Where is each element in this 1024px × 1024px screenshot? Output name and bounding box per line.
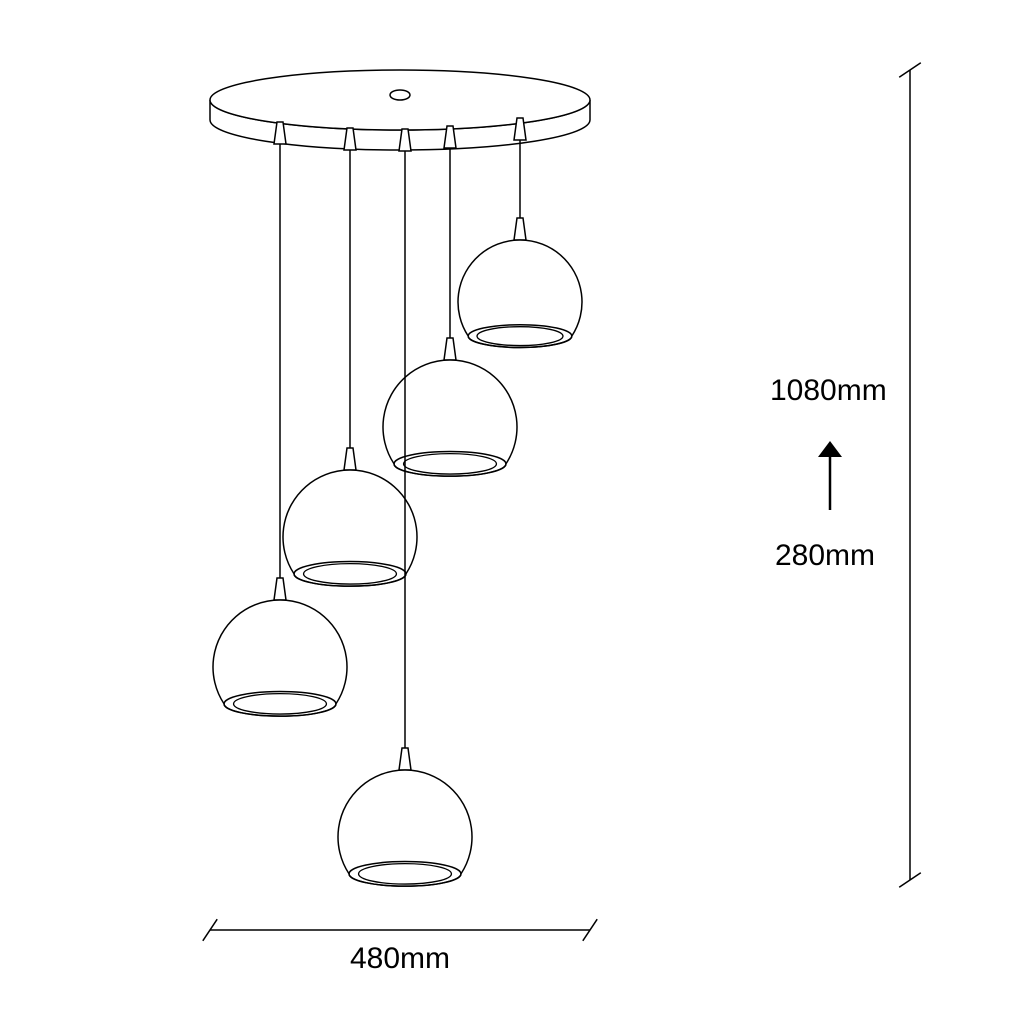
dim-width-label: 480mm (350, 942, 450, 975)
globe (383, 360, 517, 476)
cord-cap (399, 129, 411, 151)
cord-cap (444, 126, 456, 148)
pendant-p2 (283, 128, 417, 586)
cord-cap (274, 578, 286, 600)
cord-cap (344, 128, 356, 150)
globe (458, 240, 582, 347)
canopy-center-knob (390, 90, 410, 100)
cord-cap (274, 122, 286, 144)
pendant-p1 (213, 122, 347, 716)
cord-cap (399, 748, 411, 770)
cord-cap (344, 448, 356, 470)
dim-height-min-label: 280mm (775, 539, 875, 572)
cord-cap (444, 338, 456, 360)
pendant-lamp-diagram: 480mm 1080mm 280mm (0, 0, 1024, 1024)
globe (213, 600, 347, 716)
globe (338, 770, 472, 886)
dim-height-arrow-head (818, 441, 842, 457)
pendant-p5 (458, 118, 582, 347)
cord-cap (514, 218, 526, 240)
globe (283, 470, 417, 586)
cord-cap (514, 118, 526, 140)
dim-height-max-label: 1080mm (770, 374, 887, 407)
